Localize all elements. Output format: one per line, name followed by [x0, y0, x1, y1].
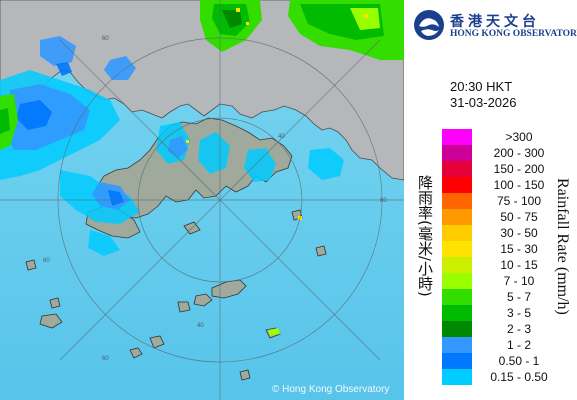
legend-swatch [442, 241, 472, 257]
legend-title-english: Rainfall Rate (mm/h) [554, 178, 571, 315]
ring-label: 60 [43, 258, 50, 264]
legend-title-chinese: 降雨率(毫米/小時) [416, 175, 434, 297]
logo-chinese-name: 香港天文台 [450, 14, 540, 30]
range-ring-labels: 60 60 60 60 40 40 [43, 36, 387, 362]
legend-swatch [442, 209, 472, 225]
legend-label: 3 - 5 [506, 306, 531, 320]
legend-label: 0.15 - 0.50 [490, 370, 548, 384]
legend-swatch [442, 161, 472, 177]
rainfall-legend-labels: >300 200 - 300 150 - 200 100 - 150 75 - 100 5… [484, 129, 554, 385]
legend-swatch [442, 337, 472, 353]
range-rings [0, 0, 404, 400]
radar-map[interactable]: 60 60 60 60 40 40 © Hong Kong Observator… [0, 0, 404, 400]
legend-label: 5 - 7 [506, 290, 531, 304]
legend-swatch [442, 369, 472, 385]
legend-label: 50 - 75 [500, 210, 538, 224]
legend-label: 30 - 50 [500, 226, 538, 240]
legend-swatch [442, 177, 472, 193]
legend-label: 75 - 100 [496, 194, 542, 208]
hko-logo[interactable]: 香港天文台 HONG KONG OBSERVATORY [412, 8, 577, 44]
legend-swatch [442, 353, 472, 369]
ring-label: 60 [380, 198, 387, 204]
legend-label: 15 - 30 [500, 242, 538, 256]
logo-english-name: HONG KONG OBSERVATORY [450, 29, 577, 39]
ring-label: 40 [278, 134, 285, 140]
legend-label: 150 - 200 [493, 162, 545, 176]
rainfall-legend-swatches [442, 129, 472, 385]
mainland-land [0, 0, 404, 181]
legend-label: 200 - 300 [493, 146, 545, 160]
ring-label: 40 [197, 323, 204, 329]
rain-echoes-heavy [16, 62, 124, 206]
legend-label: 7 - 10 [503, 274, 535, 288]
legend-swatch [442, 145, 472, 161]
legend-label: 2 - 3 [506, 322, 531, 336]
legend-swatch [442, 305, 472, 321]
legend-swatch [442, 225, 472, 241]
ring-label: 60 [102, 36, 109, 42]
info-panel: 香港天文台 HONG KONG OBSERVATORY 20:30 HKT 31… [404, 0, 577, 400]
observation-date: 31-03-2026 [450, 95, 517, 110]
legend-label: 0.50 - 1 [498, 354, 540, 368]
legend-swatch [442, 129, 472, 145]
legend-swatch [442, 273, 472, 289]
legend-swatch [442, 193, 472, 209]
ring-label: 60 [102, 356, 109, 362]
observation-time: 20:30 HKT [450, 79, 513, 94]
legend-label: 100 - 150 [493, 178, 545, 192]
legend-swatch [442, 321, 472, 337]
legend-swatch [442, 257, 472, 273]
legend-label: >300 [505, 130, 533, 144]
legend-swatch [442, 289, 472, 305]
legend-label: 1 - 2 [506, 338, 531, 352]
legend-label: 10 - 15 [500, 258, 538, 272]
copyright-text: © Hong Kong Observatory [272, 384, 390, 395]
radar-map-svg: 60 60 60 60 40 40 [0, 0, 404, 400]
hko-emblem-icon [414, 10, 444, 40]
